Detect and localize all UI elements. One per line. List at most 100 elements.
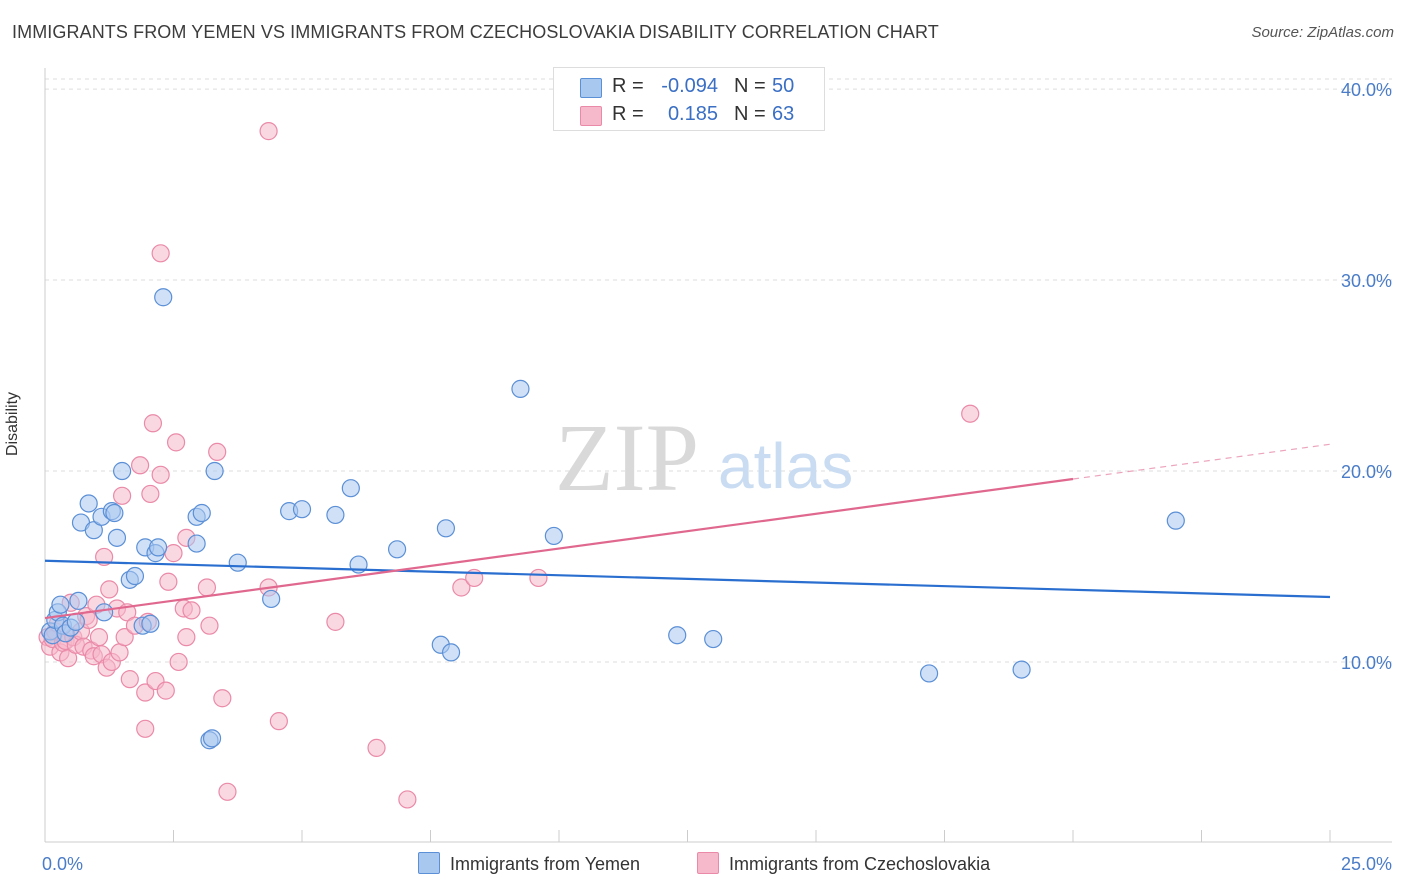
bottom-legend-czech: Immigrants from Czechoslovakia <box>697 852 990 875</box>
y-tick-label: 40.0% <box>1341 80 1392 100</box>
point-yemen <box>544 526 563 546</box>
point-czech <box>159 572 178 591</box>
point-czech <box>164 544 183 563</box>
point-yemen <box>511 379 530 398</box>
point-czech <box>452 578 471 597</box>
point-yemen <box>66 612 85 631</box>
point-czech <box>269 712 288 731</box>
point-czech <box>95 547 114 567</box>
point-yemen <box>125 566 145 586</box>
bottom-legend-swatch-czech <box>697 852 719 874</box>
tick-labels: 10.0% 20.0% 30.0% 40.0% 0.0% 25.0% <box>42 80 1392 874</box>
point-yemen <box>436 519 456 538</box>
point-czech <box>110 643 129 662</box>
legend-row-yemen: R = -0.094 N = 50 <box>554 72 824 100</box>
data-points <box>38 122 1185 809</box>
point-czech <box>141 484 160 504</box>
point-czech <box>166 433 186 452</box>
point-yemen <box>441 643 461 662</box>
point-yemen <box>919 664 939 683</box>
point-yemen <box>326 505 345 525</box>
watermark-atlas: atlas <box>718 430 853 502</box>
point-czech <box>130 456 150 475</box>
legend-r-label: R = <box>612 75 644 97</box>
point-yemen <box>341 479 360 498</box>
legend-n-label: N = <box>734 103 766 125</box>
legend-r-value: 0.185 <box>667 103 718 125</box>
point-yemen <box>79 494 98 513</box>
point-czech <box>143 414 163 433</box>
point-yemen <box>148 538 168 557</box>
point-yemen <box>105 503 124 523</box>
chart-title: IMMIGRANTS FROM YEMEN VS IMMIGRANTS FROM… <box>12 22 939 42</box>
point-czech <box>398 790 417 809</box>
point-yemen <box>228 553 247 572</box>
watermark-zip: ZIP <box>555 404 699 511</box>
point-yemen <box>141 614 160 633</box>
legend-row-czech: R = 0.185 N = 63 <box>554 100 824 128</box>
x-tick-label: 0.0% <box>42 854 83 874</box>
bottom-legend-swatch-yemen <box>418 852 440 874</box>
x-tick-label: 25.0% <box>1341 854 1392 874</box>
point-yemen <box>704 629 723 649</box>
point-czech <box>197 578 217 597</box>
trend-lines <box>44 443 1331 620</box>
point-yemen <box>107 528 127 547</box>
point-czech <box>529 568 548 588</box>
trend-line-czech <box>44 477 1074 620</box>
point-yemen <box>205 461 224 481</box>
point-czech <box>182 601 201 620</box>
bottom-legend-yemen: Immigrants from Yemen <box>418 852 640 875</box>
point-czech <box>326 612 345 631</box>
point-czech <box>59 649 78 668</box>
point-czech <box>100 580 119 599</box>
point-yemen <box>262 589 281 609</box>
point-czech <box>89 628 109 647</box>
point-yemen <box>112 461 132 481</box>
point-yemen <box>292 500 312 519</box>
point-czech <box>259 122 278 141</box>
point-yemen <box>668 626 687 645</box>
point-czech <box>136 719 155 738</box>
point-czech <box>961 404 980 423</box>
point-yemen <box>84 521 103 540</box>
point-czech <box>112 486 132 505</box>
legend-n-label: N = <box>734 75 766 97</box>
point-yemen <box>154 288 173 307</box>
point-czech <box>177 628 196 647</box>
y-tick-label: 30.0% <box>1341 271 1392 291</box>
y-tick-label: 20.0% <box>1341 462 1392 482</box>
point-yemen <box>387 540 407 559</box>
axes <box>44 68 1392 843</box>
point-yemen <box>51 595 70 614</box>
point-yemen <box>95 603 114 622</box>
trend-line-dashed-czech <box>1072 443 1331 480</box>
point-czech <box>200 616 219 635</box>
point-czech <box>367 738 386 757</box>
legend-swatch-yemen <box>580 78 602 98</box>
point-czech <box>151 465 170 484</box>
point-yemen <box>187 534 206 553</box>
point-yemen <box>69 591 88 610</box>
trend-line-yemen <box>44 559 1331 599</box>
point-czech <box>120 670 139 689</box>
legend-n-value: 50 <box>772 75 795 97</box>
gridlines <box>45 78 1392 663</box>
point-czech <box>156 681 175 700</box>
y-tick-label: 10.0% <box>1341 653 1392 673</box>
point-yemen <box>192 503 211 523</box>
legend-r-label: R = <box>612 103 644 125</box>
bottom-legend-label-czech: Immigrants from Czechoslovakia <box>729 854 991 874</box>
point-czech <box>169 652 188 672</box>
point-yemen <box>1012 660 1031 679</box>
point-czech <box>208 442 227 462</box>
point-yemen <box>202 729 222 748</box>
stats-legend: R = -0.094 N = 50 R = 0.185 N = 63 <box>553 67 825 131</box>
point-czech <box>136 683 155 702</box>
point-czech <box>213 689 232 708</box>
source-label: Source: ZipAtlas.com <box>1251 24 1394 41</box>
legend-r-value: -0.094 <box>661 75 718 97</box>
point-yemen <box>1166 511 1185 530</box>
point-czech <box>218 782 237 801</box>
